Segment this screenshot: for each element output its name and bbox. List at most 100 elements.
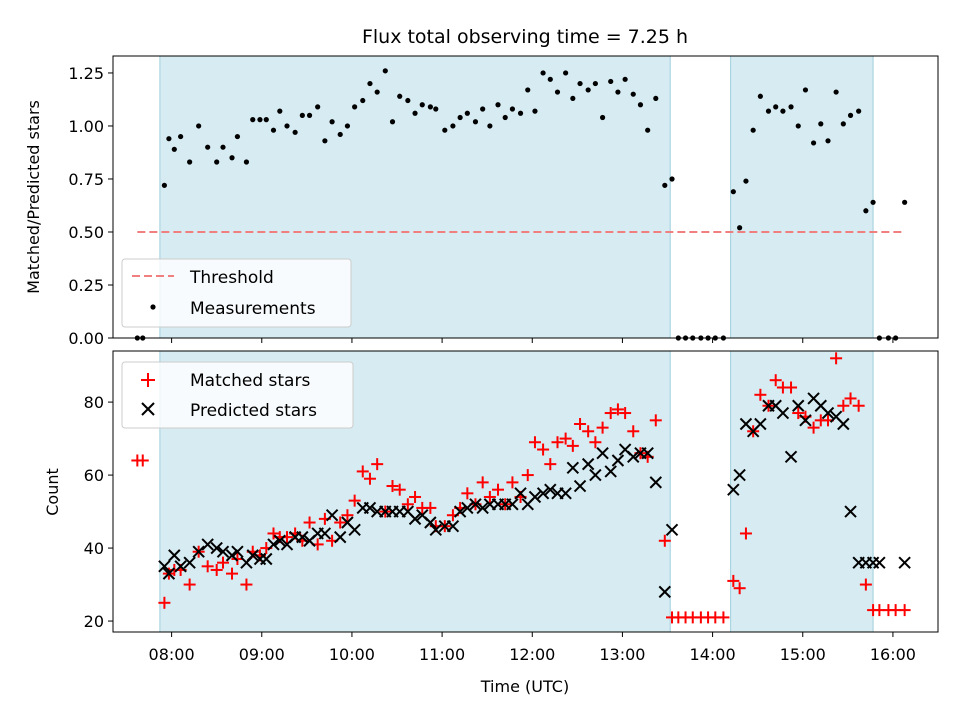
y-tick-label: 0.00 [68,329,104,348]
y-tick-label: 80 [84,393,104,412]
x-tick-label: 10:00 [329,645,375,664]
measurement-point [257,117,263,123]
measurement-point [284,123,290,129]
matched-star-point [521,469,534,482]
predicted-star-point [158,560,171,573]
matched-legend-label: Matched stars [190,371,310,391]
count-y-axis: 20 40 60 80 [84,393,113,631]
time-x-label: Time (UTC) [480,677,569,696]
predicted-star-point [216,545,230,558]
measurement-point [337,131,343,138]
measurement-point [730,189,736,195]
measurement-point [863,208,869,214]
measurement-point [374,89,380,95]
measurement-point [166,136,172,142]
matched-star-point [551,436,564,449]
x-tick-label: 14:00 [690,645,736,664]
observing-window-band [730,351,874,632]
predicted-star-point [260,552,273,566]
measurement-point [178,133,184,140]
ratio-legend: Threshold Measurements [121,258,352,328]
predicted-star-point [424,516,437,529]
matched-star-point [226,567,239,580]
matched-star-point [619,407,632,420]
predicted-star-point [799,414,812,427]
matched-star-point [596,421,609,434]
predicted-star-point [174,560,187,573]
measurement-point [577,80,583,87]
measurement-point [382,68,388,74]
predicted-star-point [776,406,790,420]
measurement-point [540,70,546,76]
predicted-star-point [792,399,805,412]
measurement-point [367,80,373,87]
measurement-point [292,129,298,135]
predicted-stars-series [158,392,911,599]
measurement-point [205,144,211,150]
x-tick-label: 15:00 [780,645,826,664]
predicted-star-point [873,556,886,569]
y-tick-label: 60 [84,466,104,485]
measurement-point [450,123,456,129]
predicted-star-point [581,457,595,471]
matched-star-point [356,465,369,478]
time-x-axis: 08:00 09:00 10:00 11:00 12:00 13:00 14:00 15:00… [149,632,916,664]
measurement-point [847,112,854,118]
y-tick-label: 1.25 [68,64,104,83]
matched-star-point [589,436,602,449]
measurement-point [825,138,831,144]
matched-star-point [136,454,149,467]
matched-star-point [409,490,422,503]
measurement-point [840,121,846,127]
count-panel-frame [112,350,939,633]
measurement-point [645,127,651,133]
count-panel: 20 40 60 80 08:00 09:00 10:00 11:00 12:00 13:00 1… [43,350,939,696]
matched-star-point [754,388,767,401]
matched-star-point [334,516,347,529]
predicted-star-point [649,476,662,489]
matched-star-point [386,480,399,493]
ratio-panel-frame [112,55,939,339]
measurement-point [773,104,779,110]
matched-star-point [837,399,850,412]
predicted-star-point [665,523,679,537]
x-tick-label: 11:00 [419,645,465,664]
measurement-point [802,87,809,93]
predicted-legend-label: Predicted stars [190,401,317,421]
measurement-point [608,78,614,85]
matched-star-point [158,596,171,609]
measurement-point [554,89,561,95]
measurement-point [472,119,479,125]
y-tick-label: 0.75 [68,170,104,189]
matched-star-point [183,578,196,591]
x-tick-label: 09:00 [239,645,285,664]
measurement-point [329,119,335,125]
measurement-point [495,102,501,108]
measurement-point [263,117,269,123]
ratio-legend-box [121,258,352,328]
matched-star-point [544,458,557,471]
measurement-point [214,159,220,165]
predicted-star-point [754,417,767,431]
predicted-star-point [446,519,460,533]
matched-star-point [559,432,572,445]
matched-star-point [424,501,437,514]
matched-star-point [267,527,280,540]
matched-star-point [217,556,229,569]
matched-star-point [566,439,579,452]
measurement-point [592,80,598,87]
x-tick-label: 16:00 [870,645,916,664]
matched-star-point [483,490,496,503]
predicted-star-point [573,479,587,493]
measurement-point [765,108,772,114]
measurement-point [187,159,193,165]
measurement-point [171,146,177,152]
measurement-point [229,155,235,161]
predicted-star-point [453,505,467,518]
y-tick-label: 1.00 [68,117,104,136]
measurement-point [220,144,226,150]
predicted-star-point [325,509,339,522]
measurement-point [810,140,817,146]
measurement-point [856,108,862,114]
x-tick-label: 13:00 [599,645,645,664]
